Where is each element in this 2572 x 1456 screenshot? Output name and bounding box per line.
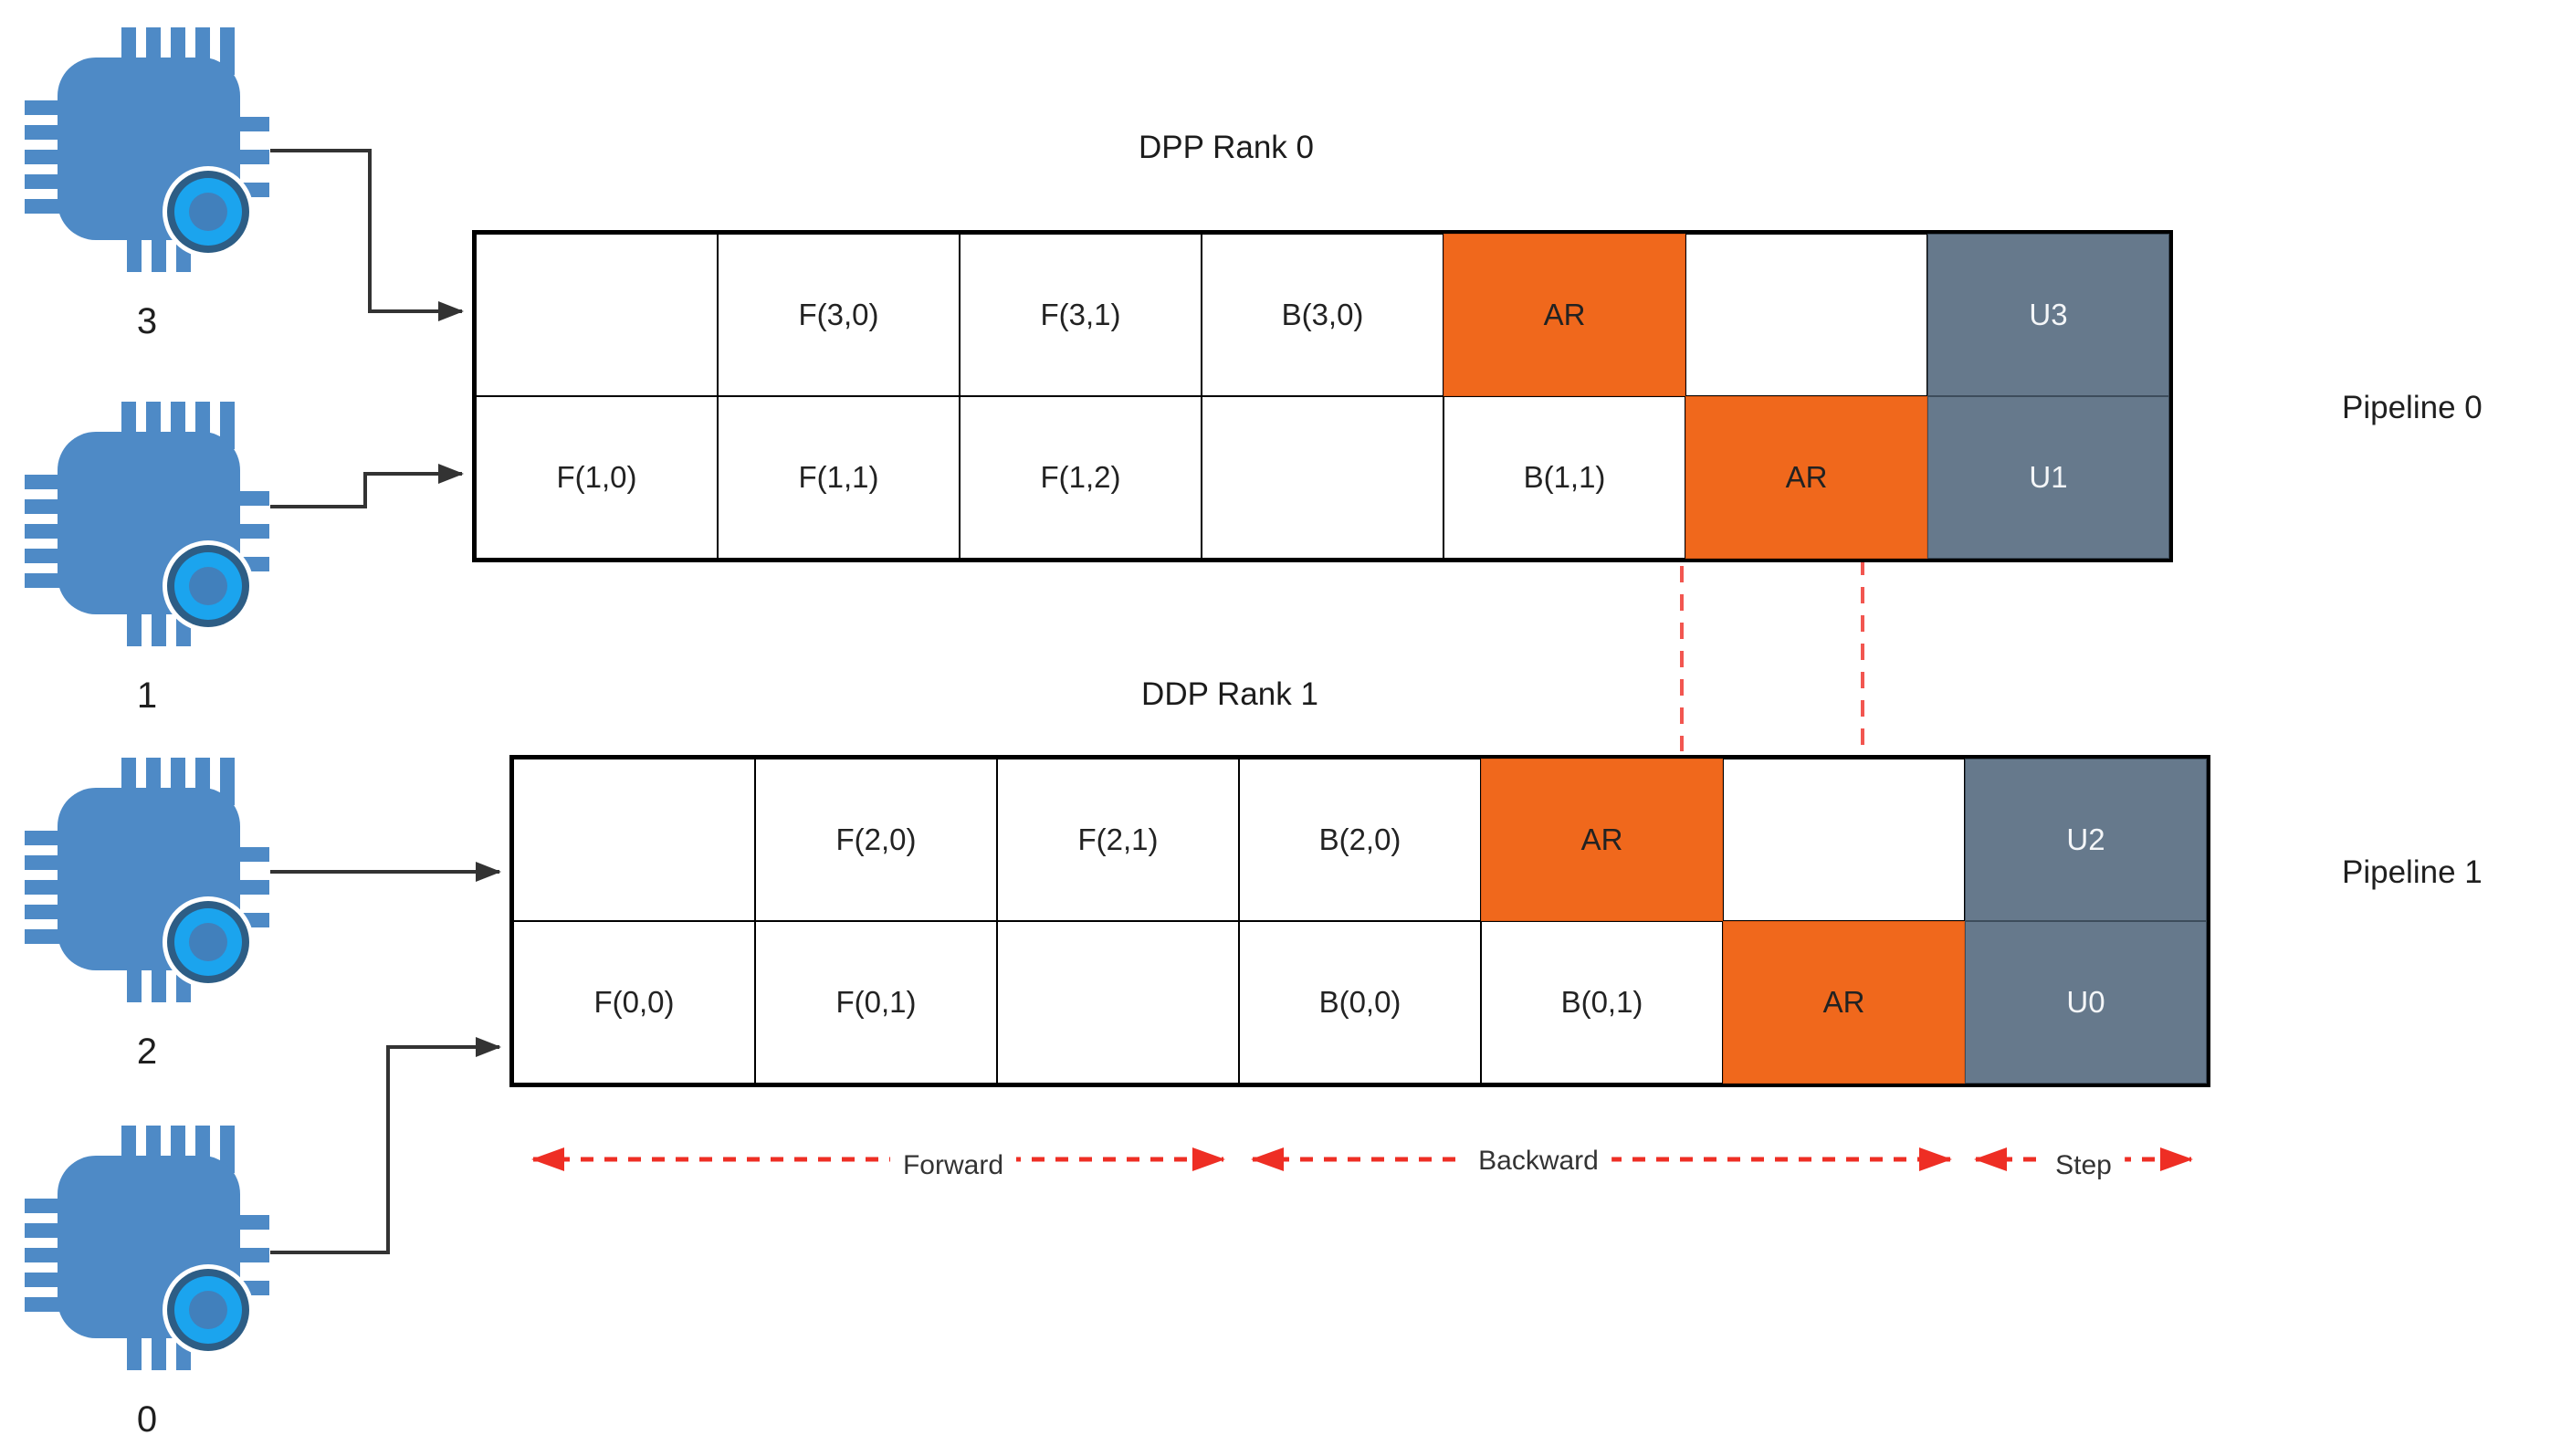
idle-cell bbox=[1202, 396, 1443, 559]
gpu-rank-label: 2 bbox=[136, 1032, 158, 1072]
forward-cell: F(3,0) bbox=[718, 234, 960, 396]
allreduce-cell: AR bbox=[1685, 396, 1927, 559]
legend-step-label: Step bbox=[2042, 1150, 2125, 1181]
forward-cell: F(3,1) bbox=[960, 234, 1202, 396]
gpu-rank-label: 0 bbox=[136, 1399, 158, 1440]
backward-cell: B(0,0) bbox=[1239, 921, 1481, 1084]
forward-cell: F(2,0) bbox=[755, 759, 997, 921]
pipeline1-title: DDP Rank 1 bbox=[1141, 676, 1318, 712]
idle-cell bbox=[513, 759, 755, 921]
forward-cell: F(2,1) bbox=[997, 759, 1239, 921]
update-cell: U3 bbox=[1927, 234, 2169, 396]
gpu-chip-2 bbox=[25, 758, 269, 1002]
gpu-chip-icon bbox=[25, 1126, 269, 1370]
gpu-chip-icon bbox=[25, 27, 269, 272]
allreduce-cell: AR bbox=[1723, 921, 1965, 1084]
allreduce-cell: AR bbox=[1443, 234, 1685, 396]
update-cell: U2 bbox=[1965, 759, 2207, 921]
forward-cell: F(1,2) bbox=[960, 396, 1202, 559]
idle-cell bbox=[1723, 759, 1965, 921]
backward-cell: B(1,1) bbox=[1443, 396, 1685, 559]
gpu-rank-label: 3 bbox=[136, 301, 158, 341]
update-cell: U0 bbox=[1965, 921, 2207, 1084]
forward-cell: F(1,0) bbox=[476, 396, 718, 559]
forward-cell: F(0,0) bbox=[513, 921, 755, 1084]
pipeline0-title: DPP Rank 0 bbox=[1139, 130, 1314, 165]
gpu-chip-1 bbox=[25, 402, 269, 646]
forward-cell: F(0,1) bbox=[755, 921, 997, 1084]
gpu-chip-icon bbox=[25, 402, 269, 646]
schedule-grid-pipeline1: F(2,0) F(2,1) B(2,0) AR U2 F(0,0) F(0,1) B(0,0)… bbox=[509, 755, 2210, 1087]
pipeline0-label: Pipeline 0 bbox=[2342, 390, 2483, 425]
gpu-chip-3 bbox=[25, 27, 269, 272]
arrow-gpu0-to-pipeline1-row2 bbox=[270, 1037, 501, 1254]
legend-backward-label: Backward bbox=[1465, 1146, 1611, 1177]
backward-cell: B(3,0) bbox=[1202, 234, 1443, 396]
legend-forward-label: Forward bbox=[889, 1150, 1017, 1181]
schedule-grid-pipeline0: F(3,0) F(3,1) B(3,0) AR U3 F(1,0) F(1,1) F(1,2)… bbox=[472, 230, 2173, 562]
idle-cell bbox=[1685, 234, 1927, 396]
arrow-gpu1-to-pipeline0-row2 bbox=[270, 464, 464, 508]
backward-cell: B(0,1) bbox=[1481, 921, 1723, 1084]
idle-cell bbox=[997, 921, 1239, 1084]
allreduce-cell: AR bbox=[1481, 759, 1723, 921]
forward-cell: F(1,1) bbox=[718, 396, 960, 559]
update-cell: U1 bbox=[1927, 396, 2169, 559]
gpu-chip-0 bbox=[25, 1126, 269, 1370]
pipeline1-label: Pipeline 1 bbox=[2342, 854, 2483, 890]
gpu-chip-icon bbox=[25, 758, 269, 1002]
arrow-gpu3-to-pipeline0-row1 bbox=[270, 149, 464, 321]
idle-cell bbox=[476, 234, 718, 396]
backward-cell: B(2,0) bbox=[1239, 759, 1481, 921]
gpu-rank-label: 1 bbox=[136, 676, 158, 716]
